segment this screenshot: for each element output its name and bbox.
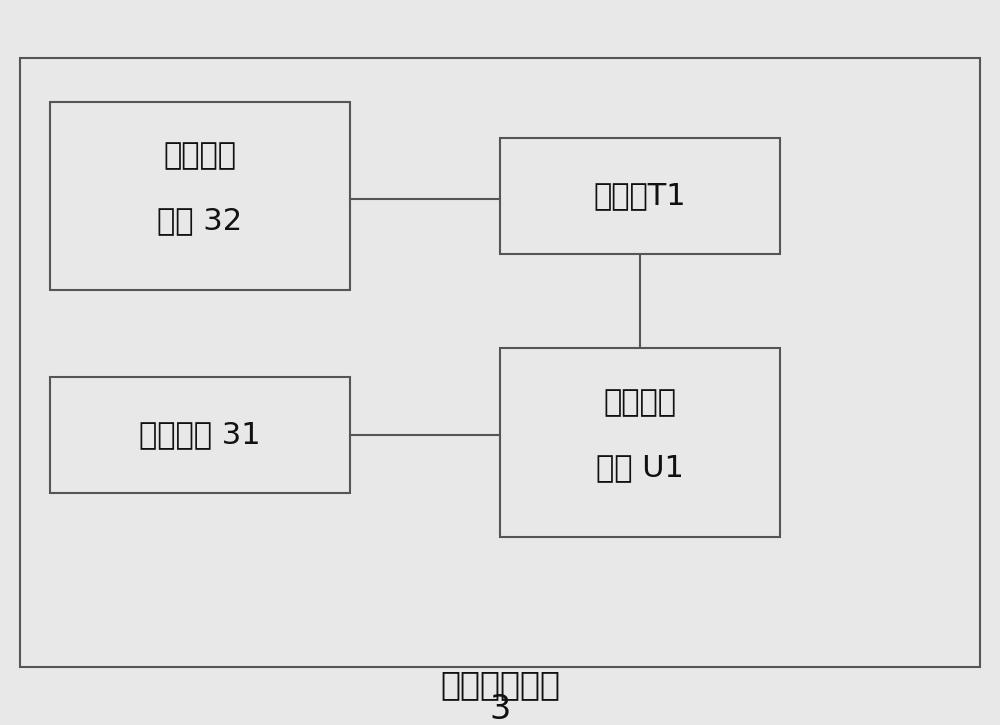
Text: 芝片 U1: 芝片 U1 (596, 453, 684, 482)
Text: 浪涌吸收: 浪涌吸收 (164, 141, 237, 170)
Bar (50, 102, 350, 290)
Bar (50, 377, 350, 493)
Text: 3: 3 (489, 692, 511, 725)
Bar (20, 58, 980, 667)
Bar (500, 138, 780, 254)
Text: 变压器T1: 变压器T1 (594, 181, 686, 210)
Text: 电压转换电路: 电压转换电路 (440, 668, 560, 702)
Text: 原边驱动: 原边驱动 (604, 388, 676, 417)
Bar (500, 348, 780, 536)
Text: 分压电路 31: 分压电路 31 (139, 420, 261, 449)
Text: 电路 32: 电路 32 (157, 207, 243, 236)
